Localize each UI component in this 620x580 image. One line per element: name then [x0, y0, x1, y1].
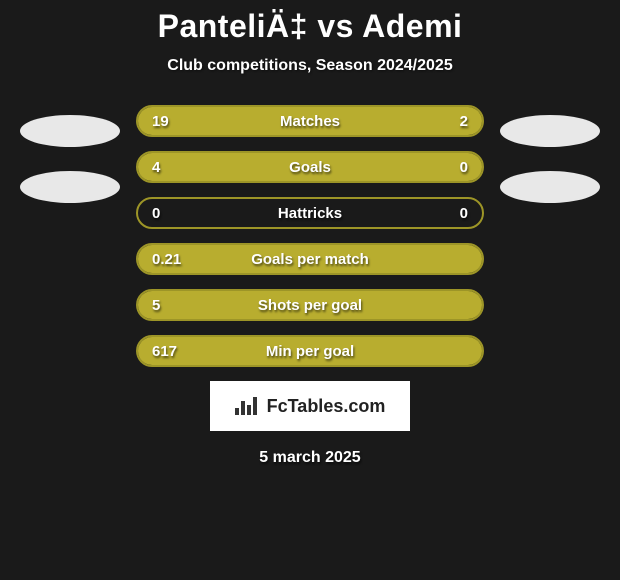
- stat-row-mpg: 617 Min per goal: [136, 335, 484, 367]
- player-badge-left-1: [20, 115, 120, 147]
- stat-row-goals: 4 Goals 0: [136, 151, 484, 183]
- page-title: PanteliÄ‡ vs Ademi: [0, 8, 620, 45]
- stat-label: Min per goal: [266, 343, 354, 360]
- stat-value-right: 0: [460, 205, 468, 222]
- stat-value-right: 0: [460, 159, 468, 176]
- stat-label: Goals per match: [251, 251, 369, 268]
- barchart-icon: [235, 397, 261, 415]
- right-player-badges: [500, 105, 600, 203]
- stat-value-left: 0: [152, 205, 160, 222]
- player-badge-right-1: [500, 115, 600, 147]
- infographic-container: PanteliÄ‡ vs Ademi Club competitions, Se…: [0, 0, 620, 467]
- stat-row-gpm: 0.21 Goals per match: [136, 243, 484, 275]
- logo-text: FcTables.com: [267, 396, 386, 417]
- player-badge-left-2: [20, 171, 120, 203]
- stat-fill-left: [138, 107, 403, 135]
- stat-value-left: 4: [152, 159, 160, 176]
- stat-label: Matches: [280, 113, 340, 130]
- stat-label: Hattricks: [278, 205, 342, 222]
- footer-date: 5 march 2025: [0, 449, 620, 467]
- left-player-badges: [20, 105, 120, 203]
- stat-row-hattricks: 0 Hattricks 0: [136, 197, 484, 229]
- stat-fill-right: [403, 107, 482, 135]
- stat-label: Goals: [289, 159, 331, 176]
- player-badge-right-2: [500, 171, 600, 203]
- stat-rows: 19 Matches 2 4 Goals 0 0 Hattricks 0: [136, 105, 484, 367]
- source-logo: FcTables.com: [210, 381, 410, 431]
- stat-value-left: 617: [152, 343, 177, 360]
- stat-value-left: 5: [152, 297, 160, 314]
- stat-value-right: 2: [460, 113, 468, 130]
- stat-value-left: 0.21: [152, 251, 181, 268]
- page-subtitle: Club competitions, Season 2024/2025: [0, 57, 620, 75]
- stats-area: 19 Matches 2 4 Goals 0 0 Hattricks 0: [0, 105, 620, 367]
- stat-value-left: 19: [152, 113, 169, 130]
- stat-row-spg: 5 Shots per goal: [136, 289, 484, 321]
- stat-row-matches: 19 Matches 2: [136, 105, 484, 137]
- stat-label: Shots per goal: [258, 297, 362, 314]
